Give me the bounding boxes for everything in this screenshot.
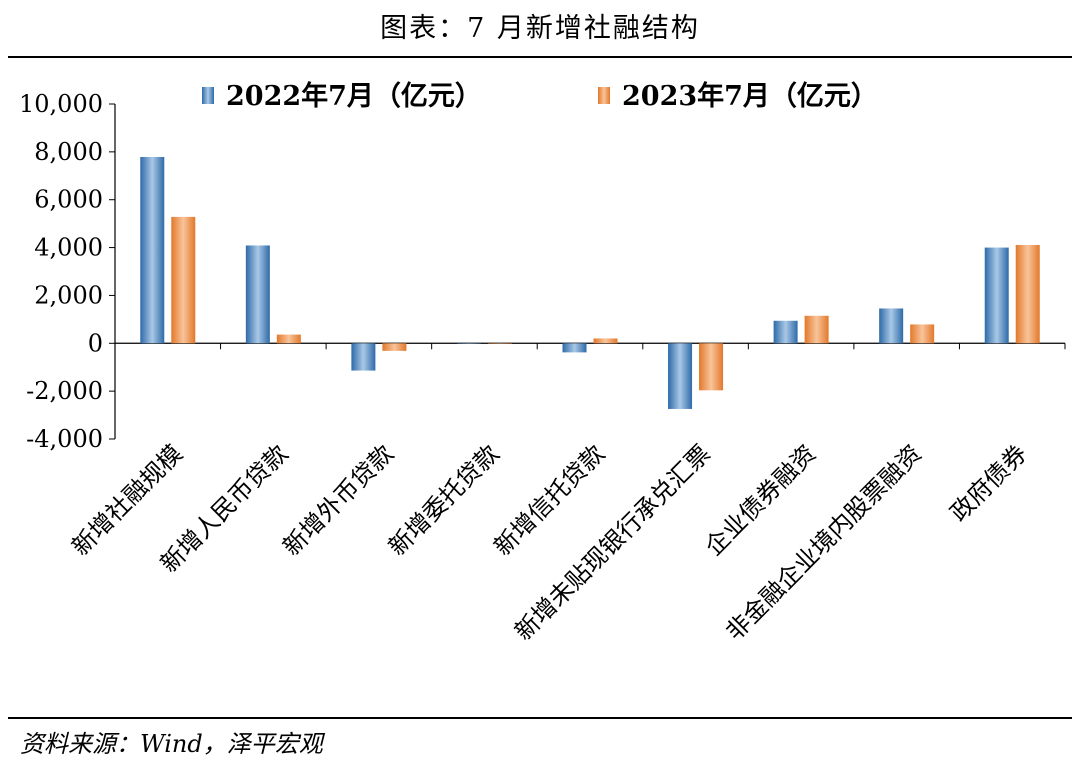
x-tick-label: 新增外币贷款 xyxy=(278,439,400,561)
bar-2023-6 xyxy=(804,315,829,344)
y-tick-label: 0 xyxy=(88,329,103,357)
bar-2022-7 xyxy=(879,308,904,344)
x-tick-label: 新增委托贷款 xyxy=(383,439,505,561)
bar-2022-1 xyxy=(245,245,270,344)
bar-2023-5 xyxy=(699,343,724,391)
bar-chart: -4,000-2,00002,0004,0006,0008,00010,000 … xyxy=(19,80,1066,646)
y-tick-label: 6,000 xyxy=(34,186,103,214)
x-tick-label: 非金融企业境内股票融资 xyxy=(720,439,926,645)
bar-2022-4 xyxy=(562,343,587,353)
x-tick-label: 政府债券 xyxy=(945,439,1033,527)
bar-2022-8 xyxy=(984,247,1009,344)
y-tick-label: 10,000 xyxy=(19,90,103,118)
x-tick-labels: 新增社融规模新增人民币贷款新增外币贷款新增委托贷款新增信托贷款新增未贴现银行承兑… xyxy=(66,439,1032,645)
bar-2023-3 xyxy=(487,343,512,344)
y-tick-label: 4,000 xyxy=(34,234,103,262)
bar-2023-0 xyxy=(171,216,196,344)
chart-title: 图表：7 月新增社融结构 xyxy=(380,13,700,44)
legend: 2022年7月（亿元） 2023年7月（亿元） xyxy=(202,80,878,112)
source-note: 资料来源：Wind，泽平宏观 xyxy=(20,730,323,758)
x-tick-label: 新增未贴现银行承兑汇票 xyxy=(509,439,715,645)
bar-2022-0 xyxy=(140,157,165,344)
y-tick-label: -2,000 xyxy=(26,377,103,405)
axes: -4,000 -2,000 0 2,000 4,000 6,000 8,000 10,000 xyxy=(19,90,1066,453)
bottom-rule xyxy=(8,717,1072,719)
legend-swatch-0 xyxy=(202,87,214,104)
bar-2023-2 xyxy=(382,343,407,351)
bar-2022-2 xyxy=(351,343,376,371)
bar-2022-3 xyxy=(456,343,481,344)
y-tick-label: 8,000 xyxy=(34,138,103,166)
bar-2023-7 xyxy=(910,324,935,344)
legend-swatch-1 xyxy=(598,87,610,104)
bar-2023-1 xyxy=(276,334,301,344)
legend-label-0: 2022年7月（亿元） xyxy=(226,80,482,112)
bar-2023-4 xyxy=(593,338,618,344)
top-rule xyxy=(8,56,1072,58)
legend-label-1: 2023年7月（亿元） xyxy=(622,80,878,112)
y-tick-label: -4,000 xyxy=(26,425,103,453)
y-tick-label: 2,000 xyxy=(34,281,103,309)
bar-2022-5 xyxy=(668,343,693,409)
bars xyxy=(140,157,1040,409)
bar-2023-8 xyxy=(1015,244,1040,344)
bar-2022-6 xyxy=(773,320,798,344)
